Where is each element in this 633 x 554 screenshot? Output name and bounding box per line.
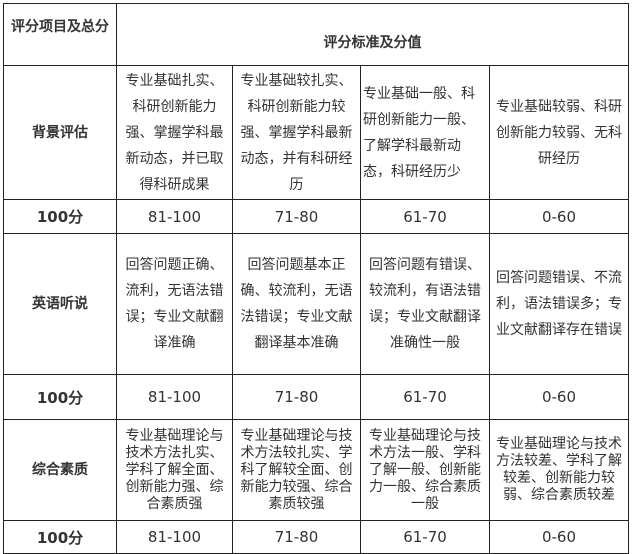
- score-cell: 81-100: [116, 374, 233, 420]
- score-cell: 61-70: [360, 520, 490, 554]
- score-cell: 81-100: [116, 520, 233, 554]
- header-item: 评分项目及总分: [3, 3, 117, 66]
- header-row: 评分项目及总分 评分标准及分值: [3, 3, 629, 66]
- score-cell: 81-100: [116, 199, 233, 234]
- header-standard: 评分标准及分值: [116, 3, 629, 66]
- row-name: 综合素质: [3, 419, 117, 521]
- criteria-cell: 专业基础较扎实、科研创新能力较强、掌握学科最新动态，并有科研经历: [232, 65, 361, 200]
- row-name: 英语听说: [3, 233, 117, 375]
- criteria-cell: 专业基础理论与技术方法扎实、学科了解全面、创新能力强、综合素质强: [116, 419, 233, 521]
- row-total: 100分: [3, 199, 117, 234]
- criteria-row: 综合素质 专业基础理论与技术方法扎实、学科了解全面、创新能力强、综合素质强 专业…: [3, 419, 629, 521]
- score-cell: 0-60: [489, 374, 629, 420]
- score-cell: 61-70: [360, 199, 490, 234]
- criteria-row: 英语听说 回答问题正确、流利，无语法错误；专业文献翻译准确 回答问题基本正确、较…: [3, 233, 629, 375]
- row-total: 100分: [3, 520, 117, 554]
- criteria-cell: 回答问题有错误、较流利，有语法错误；专业文献翻译准确性一般: [360, 233, 490, 375]
- score-cell: 71-80: [232, 374, 361, 420]
- scoring-table: 评分项目及总分 评分标准及分值 背景评估 专业基础扎实、科研创新能力强、掌握学科…: [3, 3, 629, 554]
- criteria-cell: 专业基础一般、科研创新能力一般、了解学科最新动态，科研经历少: [360, 65, 490, 200]
- criteria-row: 背景评估 专业基础扎实、科研创新能力强、掌握学科最新动态，并已取得科研成果 专业…: [3, 65, 629, 200]
- score-row: 100分 81-100 71-80 61-70 0-60: [3, 520, 629, 554]
- score-cell: 71-80: [232, 199, 361, 234]
- score-cell: 0-60: [489, 199, 629, 234]
- row-name: 背景评估: [3, 65, 117, 200]
- score-cell: 71-80: [232, 520, 361, 554]
- score-cell: 61-70: [360, 374, 490, 420]
- score-row: 100分 81-100 71-80 61-70 0-60: [3, 374, 629, 420]
- criteria-cell: 专业基础较弱、科研创新能力较弱、无科研经历: [489, 65, 629, 200]
- criteria-cell: 回答问题错误、不流利，语法错误多；专业文献翻译存在错误: [489, 233, 629, 375]
- row-total: 100分: [3, 374, 117, 420]
- criteria-cell: 回答问题正确、流利，无语法错误；专业文献翻译准确: [116, 233, 233, 375]
- criteria-cell: 专业基础理论与技术方法较扎实、学科了解较全面、创新能力较强、综合素质较强: [232, 419, 361, 521]
- criteria-cell: 专业基础理论与技术方法一般、学科了解一般、创新能力一般、综合素质一般: [360, 419, 490, 521]
- criteria-cell: 专业基础理论与技术方法较差、学科了解较差、创新能力较弱、综合素质较差: [489, 419, 629, 521]
- score-row: 100分 81-100 71-80 61-70 0-60: [3, 199, 629, 234]
- criteria-cell: 回答问题基本正确、较流利，无语法错误；专业文献翻译基本准确: [232, 233, 361, 375]
- criteria-cell: 专业基础扎实、科研创新能力强、掌握学科最新动态，并已取得科研成果: [116, 65, 233, 200]
- score-cell: 0-60: [489, 520, 629, 554]
